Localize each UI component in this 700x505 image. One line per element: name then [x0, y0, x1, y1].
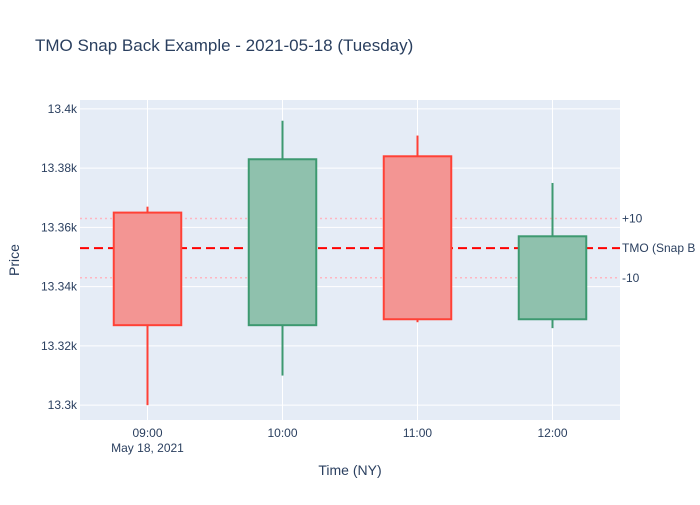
candle-body — [517, 235, 588, 321]
x-tick-label: 10:00 — [267, 426, 297, 440]
reference-line-label: TMO (Snap B — [622, 241, 695, 255]
candle-body — [382, 155, 453, 321]
y-tick-label: 13.4k — [48, 102, 78, 116]
y-tick-label: 13.36k — [41, 220, 78, 234]
y-axis-title: Price — [6, 244, 22, 276]
chart-title: TMO Snap Back Example - 2021-05-18 (Tues… — [35, 36, 413, 55]
x-tick-label: 11:00 — [403, 426, 432, 440]
y-tick-label: 13.34k — [41, 280, 78, 294]
x-tick-label: 12:00 — [537, 426, 567, 440]
reference-line-label: -10 — [622, 271, 640, 285]
x-axis-title: Time (NY) — [318, 462, 381, 478]
candles — [112, 120, 588, 406]
y-tick-label: 13.32k — [41, 339, 78, 353]
candle-body — [247, 158, 318, 327]
y-tick-label: 13.38k — [41, 161, 78, 175]
y-tick-label: 13.3k — [48, 398, 78, 412]
reference-line-label: +10 — [622, 212, 643, 226]
x-tick-label: 09:00 — [132, 426, 162, 440]
axes: 13.3k 13.32k 13.34k 13.36k 13.38k 13.4k 09:00 1… — [41, 102, 568, 455]
candle-body — [112, 211, 183, 327]
x-tick-sublabel: May 18, 2021 — [111, 441, 184, 455]
